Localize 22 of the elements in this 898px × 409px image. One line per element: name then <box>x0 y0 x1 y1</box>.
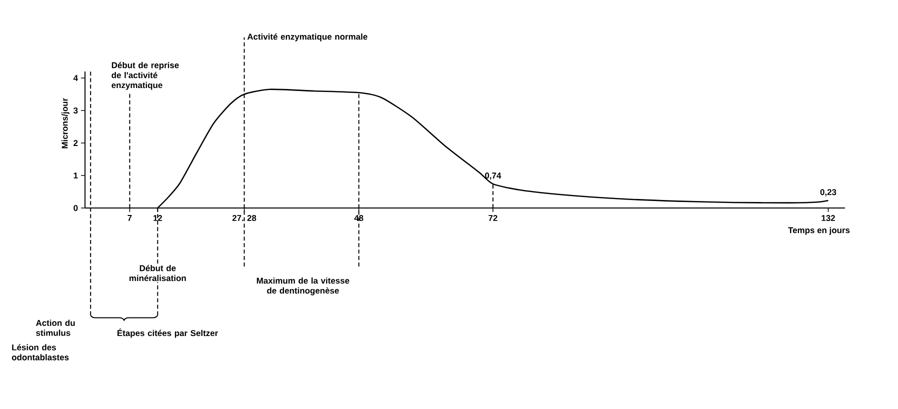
x-tick-label: 7 <box>128 215 132 221</box>
y-tick-label: 1 <box>74 172 78 178</box>
text: Étapes citées par Seltzer <box>117 328 218 338</box>
annotation: 0,74 <box>485 172 502 180</box>
ref-line-label: Début de reprise de l'activité enzymatique <box>112 62 179 90</box>
text: Lésion des odontablastes <box>12 344 69 360</box>
x-tick-label: 48 <box>354 215 364 221</box>
x-tick-label: 132 <box>822 215 835 222</box>
text: Maximum de la vitesse de dentinogenèse <box>256 277 350 296</box>
x-tick-label: 27. 28 <box>232 215 256 221</box>
y-tick-label: 2 <box>74 140 78 146</box>
ref-line-label: Début de minéralisation <box>130 264 186 282</box>
y-tick-label: 4 <box>73 75 78 81</box>
y-tick-label: 0 <box>74 205 78 211</box>
x-tick-label: 72 <box>488 215 498 221</box>
ref-line-label: Activité enzymatique normale <box>247 33 368 42</box>
annotation: 0,23 <box>820 189 836 196</box>
y-tick-label: 3 <box>73 108 78 114</box>
x-tick-label: 12 <box>153 215 162 221</box>
y-axis-title: Microns/jour <box>62 98 70 148</box>
ref-line-label: Action du stimulus <box>36 320 75 336</box>
x-axis-title: Temps en jours <box>788 226 850 235</box>
